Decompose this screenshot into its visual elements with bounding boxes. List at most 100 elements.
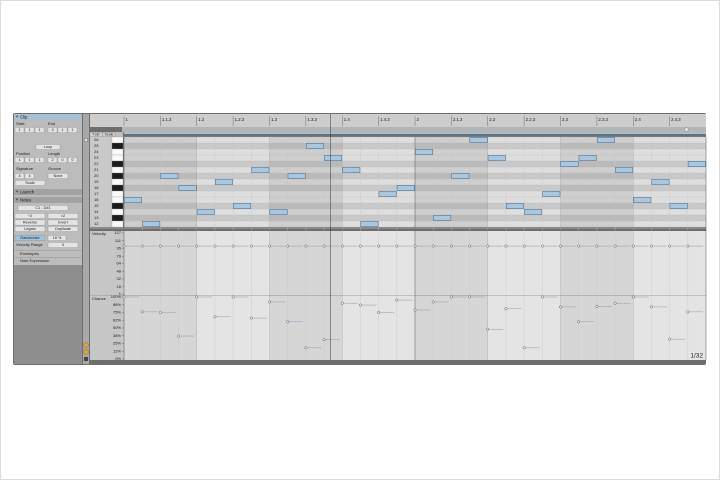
- chance-handle[interactable]: [122, 295, 126, 299]
- field[interactable]: [35, 144, 61, 150]
- section-header[interactable]: [14, 197, 82, 203]
- field[interactable]: [14, 213, 46, 219]
- lane-button[interactable]: [84, 357, 88, 361]
- chance-handle[interactable]: [686, 310, 690, 314]
- velocity-handle[interactable]: [213, 244, 217, 248]
- field[interactable]: [47, 157, 58, 163]
- chance-handle[interactable]: [540, 295, 544, 299]
- note[interactable]: [433, 215, 452, 221]
- note[interactable]: [160, 173, 179, 179]
- white-key[interactable]: [111, 136, 124, 144]
- white-key[interactable]: [111, 196, 124, 204]
- velocity-handle[interactable]: [359, 244, 362, 248]
- note[interactable]: [687, 161, 706, 167]
- field[interactable]: [47, 219, 79, 226]
- note[interactable]: [596, 137, 615, 143]
- black-key[interactable]: [111, 214, 124, 222]
- fold-icon[interactable]: [83, 137, 89, 143]
- velocity-handle[interactable]: [686, 244, 690, 248]
- velocity-handle[interactable]: [140, 244, 144, 248]
- chance-handle[interactable]: [195, 295, 199, 299]
- chance-handle[interactable]: [431, 300, 435, 304]
- field[interactable]: [14, 235, 46, 241]
- black-key[interactable]: [111, 160, 124, 168]
- black-key[interactable]: [111, 142, 124, 150]
- field[interactable]: [47, 127, 58, 133]
- chance-handle[interactable]: [559, 305, 562, 309]
- white-key[interactable]: [111, 220, 124, 228]
- loop-end[interactable]: [684, 127, 689, 132]
- chance-handle[interactable]: [595, 304, 599, 308]
- chance-handle[interactable]: [268, 300, 271, 304]
- scale-button[interactable]: [102, 132, 116, 137]
- field[interactable]: [34, 157, 45, 163]
- field[interactable]: [14, 173, 25, 179]
- note[interactable]: [342, 167, 361, 173]
- field[interactable]: [24, 157, 35, 163]
- white-key[interactable]: [111, 190, 124, 198]
- note[interactable]: [615, 167, 633, 173]
- chance-handle[interactable]: [486, 327, 490, 331]
- black-key[interactable]: [111, 184, 124, 192]
- velocity-handle[interactable]: [413, 244, 417, 248]
- chance-handle[interactable]: [158, 311, 162, 314]
- note[interactable]: [669, 203, 688, 209]
- chance-handle[interactable]: [377, 311, 381, 314]
- chance-handle[interactable]: [522, 346, 526, 350]
- note[interactable]: [178, 185, 197, 191]
- note[interactable]: [633, 197, 652, 203]
- note[interactable]: [487, 155, 506, 161]
- note[interactable]: [415, 149, 433, 155]
- chance-handle[interactable]: [577, 320, 581, 324]
- field[interactable]: [14, 127, 25, 133]
- note[interactable]: [378, 191, 397, 197]
- chance-handle[interactable]: [504, 307, 508, 311]
- chance-handle[interactable]: [668, 337, 672, 341]
- chance-handle[interactable]: [359, 303, 362, 307]
- grid-setting[interactable]: 1/32: [690, 353, 703, 360]
- white-key[interactable]: [111, 166, 124, 174]
- chance-handle[interactable]: [449, 295, 453, 299]
- chance-handle[interactable]: [340, 301, 344, 305]
- field[interactable]: [47, 242, 79, 248]
- note[interactable]: [360, 221, 379, 227]
- velocity-handle[interactable]: [559, 244, 562, 248]
- black-key[interactable]: [111, 202, 124, 210]
- velocity-handle[interactable]: [377, 244, 381, 248]
- note[interactable]: [324, 155, 342, 161]
- chance-handle[interactable]: [140, 310, 144, 314]
- chance-handle[interactable]: [395, 298, 399, 302]
- velocity-handle[interactable]: [486, 244, 490, 248]
- chance-handle[interactable]: [631, 295, 635, 299]
- field[interactable]: [57, 157, 68, 163]
- note[interactable]: [524, 209, 543, 215]
- velocity-handle[interactable]: [522, 244, 526, 248]
- white-key[interactable]: [111, 154, 124, 162]
- note[interactable]: [233, 203, 252, 209]
- chance-handle[interactable]: [213, 315, 217, 319]
- white-key[interactable]: [111, 178, 124, 186]
- velocity-handle[interactable]: [322, 244, 326, 248]
- chance-handle[interactable]: [304, 346, 308, 350]
- field[interactable]: [14, 226, 46, 232]
- velocity-handle[interactable]: [122, 244, 126, 248]
- section-header[interactable]: [14, 114, 82, 120]
- velocity-handle[interactable]: [286, 244, 290, 248]
- section-header[interactable]: [14, 189, 82, 195]
- velocity-handle[interactable]: [577, 244, 581, 248]
- white-key[interactable]: [111, 148, 124, 156]
- chance-handle[interactable]: [177, 334, 180, 338]
- chance-handle[interactable]: [249, 316, 253, 320]
- velocity-handle[interactable]: [177, 244, 180, 248]
- note[interactable]: [560, 161, 579, 167]
- chance-handle[interactable]: [322, 338, 326, 342]
- field[interactable]: [67, 157, 78, 163]
- velocity-handle[interactable]: [195, 244, 199, 248]
- velocity-handle[interactable]: [268, 244, 271, 248]
- field[interactable]: [34, 127, 45, 133]
- note[interactable]: [142, 221, 161, 227]
- field[interactable]: [47, 235, 67, 241]
- velocity-handle[interactable]: [613, 244, 617, 248]
- chance-handle[interactable]: [468, 295, 471, 299]
- chance-handle[interactable]: [413, 308, 417, 312]
